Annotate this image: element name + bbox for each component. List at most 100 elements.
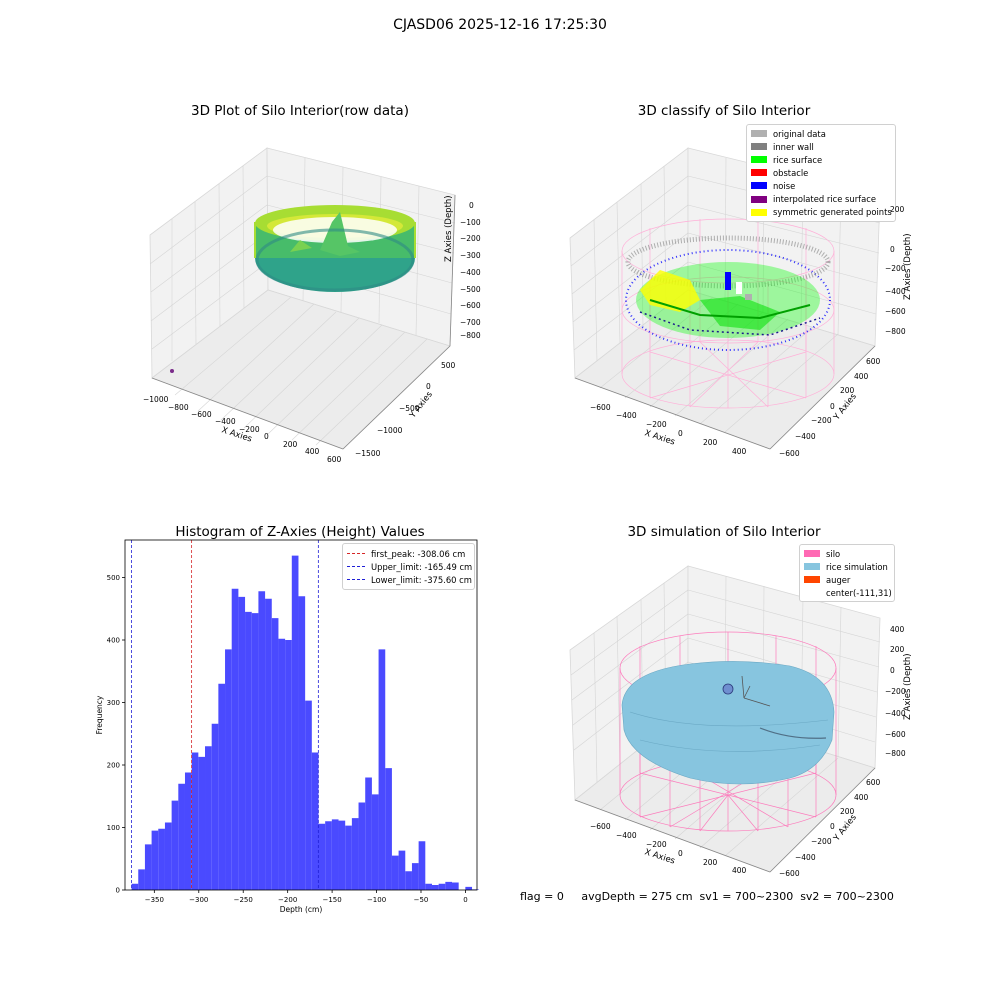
histogram-bar: [391, 855, 399, 890]
histogram-bar: [445, 881, 453, 890]
y-tick-label: 200: [107, 762, 120, 770]
histogram-bar: [231, 588, 239, 890]
plot-frame: [124, 539, 478, 891]
legend-label: inner wall: [773, 141, 814, 152]
histogram-bar: [171, 800, 179, 890]
legend-swatch: [751, 182, 767, 190]
histogram-bar: [178, 783, 185, 890]
legend-label: first_peak: -308.06 cm: [371, 548, 466, 559]
histogram-bar: [238, 596, 246, 890]
legend-swatch: [804, 589, 820, 596]
legend-item-inner-wall: inner wall: [751, 140, 891, 153]
legend-item-original-data: original data: [751, 127, 891, 140]
histogram-bar: [365, 777, 372, 890]
legend-item-silo: silo: [804, 547, 890, 560]
histogram-bar: [351, 818, 359, 890]
plot4-rice-surface: [621, 661, 835, 785]
legend-swatch: [804, 550, 820, 558]
plot4-legend: silo rice simulation auger center(-111,3…: [799, 544, 895, 603]
histogram-bar: [218, 683, 226, 890]
legend-item-noise: noise: [751, 179, 891, 192]
legend-item-rice-simulation: rice simulation: [804, 560, 890, 573]
plot4-title: 3D simulation of Silo Interior: [627, 524, 821, 540]
y-axis-label: Frequency: [95, 695, 104, 734]
histogram-bar: [184, 772, 192, 890]
legend-label: rice simulation: [826, 561, 888, 572]
legend-line: [347, 553, 365, 555]
histogram-bar: [278, 638, 286, 890]
histogram-bar: [385, 768, 392, 890]
histogram-bar: [305, 700, 312, 890]
legend-label: Lower_limit: -375.60 cm: [371, 574, 472, 585]
histogram-bar: [131, 883, 139, 890]
y-tick-label: 500: [107, 574, 120, 582]
histogram-bar: [325, 821, 332, 890]
histogram-bar: [225, 649, 232, 890]
x-tick-label: −200: [278, 896, 297, 904]
histogram-bar: [425, 883, 432, 890]
histogram-bar: [318, 823, 326, 890]
plot2-legend: original data inner wall rice surface ob…: [746, 124, 896, 222]
histogram-bar: [271, 618, 279, 890]
histogram-bar: [144, 844, 152, 890]
histogram-bar: [158, 828, 165, 890]
x-tick-label: −50: [414, 896, 429, 904]
plot1-raw-points: [170, 205, 416, 373]
legend-line: [347, 566, 365, 568]
histogram-bar: [338, 820, 346, 890]
histogram-bar: [431, 885, 439, 890]
legend-swatch: [751, 195, 767, 203]
histogram-bar: [298, 596, 306, 890]
histogram-bar: [345, 825, 352, 890]
legend-item-auger: auger: [804, 573, 890, 586]
plot2-grid: [570, 157, 881, 433]
histogram-bar: [191, 752, 199, 890]
histogram-bar: [258, 591, 266, 890]
legend-label: noise: [773, 180, 796, 191]
histogram-bar: [151, 830, 159, 890]
histogram-bar: [331, 819, 339, 890]
x-tick-label: −300: [189, 896, 208, 904]
histogram-bar: [452, 882, 459, 890]
plot2-title: 3D classify of Silo Interior: [637, 103, 811, 119]
histogram-bar: [465, 886, 473, 890]
status-footer: flag = 0 avgDepth = 275 cm sv1 = 700~230…: [520, 890, 894, 903]
legend-item-obstacle: obstacle: [751, 166, 891, 179]
histogram-bar: [405, 871, 412, 890]
legend-label: interpolated rice surface: [773, 194, 876, 205]
legend-line: [347, 579, 365, 581]
histogram-bar: [398, 850, 406, 890]
histogram-bar: [138, 869, 145, 890]
histogram-bar: [285, 640, 292, 890]
histogram-bar: [358, 802, 366, 890]
histogram-bar: [291, 555, 299, 890]
x-tick-label: −150: [322, 896, 341, 904]
histogram-bar: [164, 822, 172, 890]
legend-swatch: [751, 130, 767, 138]
histogram-bar: [198, 756, 206, 890]
legend-swatch: [804, 576, 820, 584]
hist-legend: first_peak: -308.06 cm Upper_limit: -165…: [342, 543, 475, 591]
legend-item-first-peak: first_peak: -308.06 cm: [347, 547, 470, 560]
legend-label: Upper_limit: -165.49 cm: [371, 561, 473, 572]
x-tick-label: −100: [367, 896, 386, 904]
legend-label: silo: [826, 548, 841, 559]
x-tick-label: −250: [234, 896, 253, 904]
histogram-bar: [311, 752, 319, 890]
histogram-bar: [211, 723, 219, 890]
legend-label: rice surface: [773, 154, 823, 165]
x-tick-label: −350: [145, 896, 164, 904]
histogram-bar: [265, 598, 272, 890]
y-tick-label: 100: [107, 824, 120, 832]
y-tick-label: 400: [107, 637, 120, 645]
histogram-bar: [411, 863, 419, 890]
legend-item-center: center(-111,31): [804, 586, 892, 599]
legend-item-lower-limit: Lower_limit: -375.60 cm: [347, 573, 472, 586]
legend-item-rice-surface: rice surface: [751, 153, 891, 166]
legend-swatch: [751, 156, 767, 164]
plot2-classified-points: [625, 235, 831, 351]
legend-label: obstacle: [773, 167, 809, 178]
histogram-bar: [205, 746, 212, 890]
